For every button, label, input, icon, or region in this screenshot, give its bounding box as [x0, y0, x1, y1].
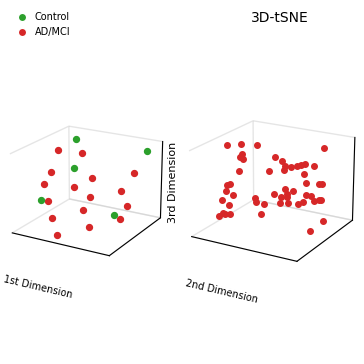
- Legend: Control, AD/MCI: Control, AD/MCI: [8, 8, 74, 41]
- X-axis label: 2nd Dimension: 2nd Dimension: [184, 278, 258, 305]
- X-axis label: 1st Dimension: 1st Dimension: [2, 274, 73, 300]
- Text: 3D-tSNE: 3D-tSNE: [252, 11, 309, 25]
- Text: 3rd Dimension: 3rd Dimension: [168, 141, 178, 223]
